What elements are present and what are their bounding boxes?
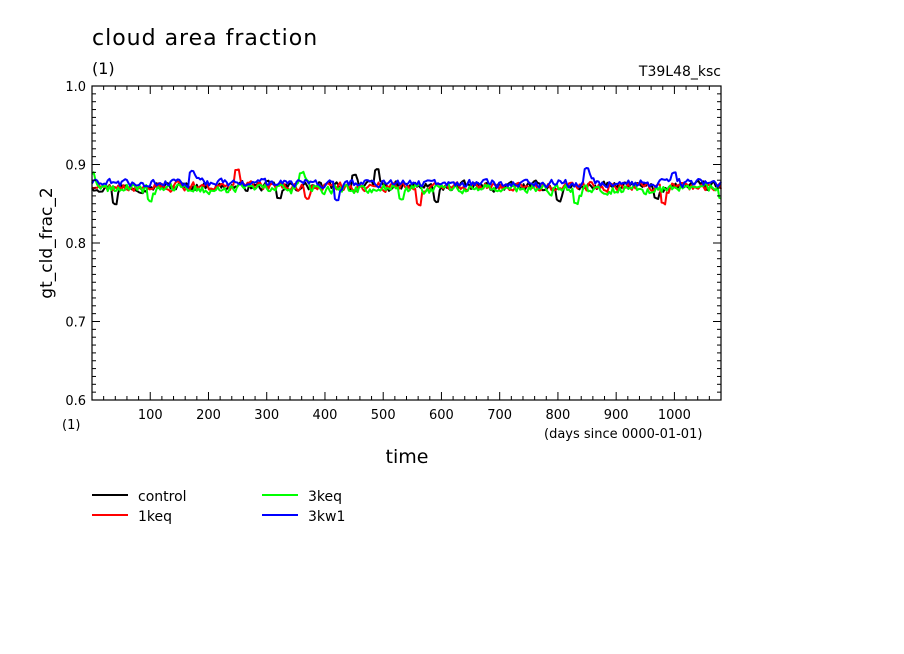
y-tick-label: 0.7 <box>65 316 86 331</box>
legend-label-3kw1: 3kw1 <box>308 509 345 525</box>
legend-label-1keq: 1keq <box>138 509 172 525</box>
legend-label-control: control <box>138 489 187 505</box>
legend-label-3keq: 3keq <box>308 489 342 505</box>
x-tick-label: 1000 <box>658 408 691 423</box>
units-label: (1) <box>92 59 115 78</box>
tick-layer: 100 200 300 400 500 600 700 800 900 1000 0.6 0.7 0.8… <box>65 80 721 423</box>
run-label: T39L48_ksc <box>638 64 721 80</box>
chart-title: cloud area fraction <box>92 26 318 51</box>
y-tick-label: 0.6 <box>65 394 86 409</box>
x-tick-label: 900 <box>604 408 629 423</box>
x-tick-label: 600 <box>429 408 454 423</box>
x-tick-label: 800 <box>546 408 571 423</box>
series-layer <box>91 167 722 207</box>
series-line-3keq <box>91 170 722 206</box>
y-axis-label: gt_cld_frac_2 <box>37 187 57 298</box>
plot-frame <box>91 85 722 401</box>
x-tick-label: 200 <box>196 408 221 423</box>
x-tick-label: 100 <box>138 408 163 423</box>
y-tick-label: 0.8 <box>65 237 86 252</box>
x-axis-label: time <box>386 446 429 468</box>
x-tick-label: 400 <box>313 408 338 423</box>
legend: control 1keq 3keq 3kw1 <box>92 489 345 525</box>
y-tick-label: 1.0 <box>65 80 86 95</box>
x-units-short: (1) <box>62 418 80 433</box>
series-line-3kw1 <box>91 167 722 202</box>
x-tick-label: 700 <box>487 408 512 423</box>
y-tick-label: 0.9 <box>65 159 86 174</box>
x-units-label: (days since 0000-01-01) <box>544 427 702 442</box>
x-tick-label: 300 <box>254 408 279 423</box>
x-tick-label: 500 <box>371 408 396 423</box>
